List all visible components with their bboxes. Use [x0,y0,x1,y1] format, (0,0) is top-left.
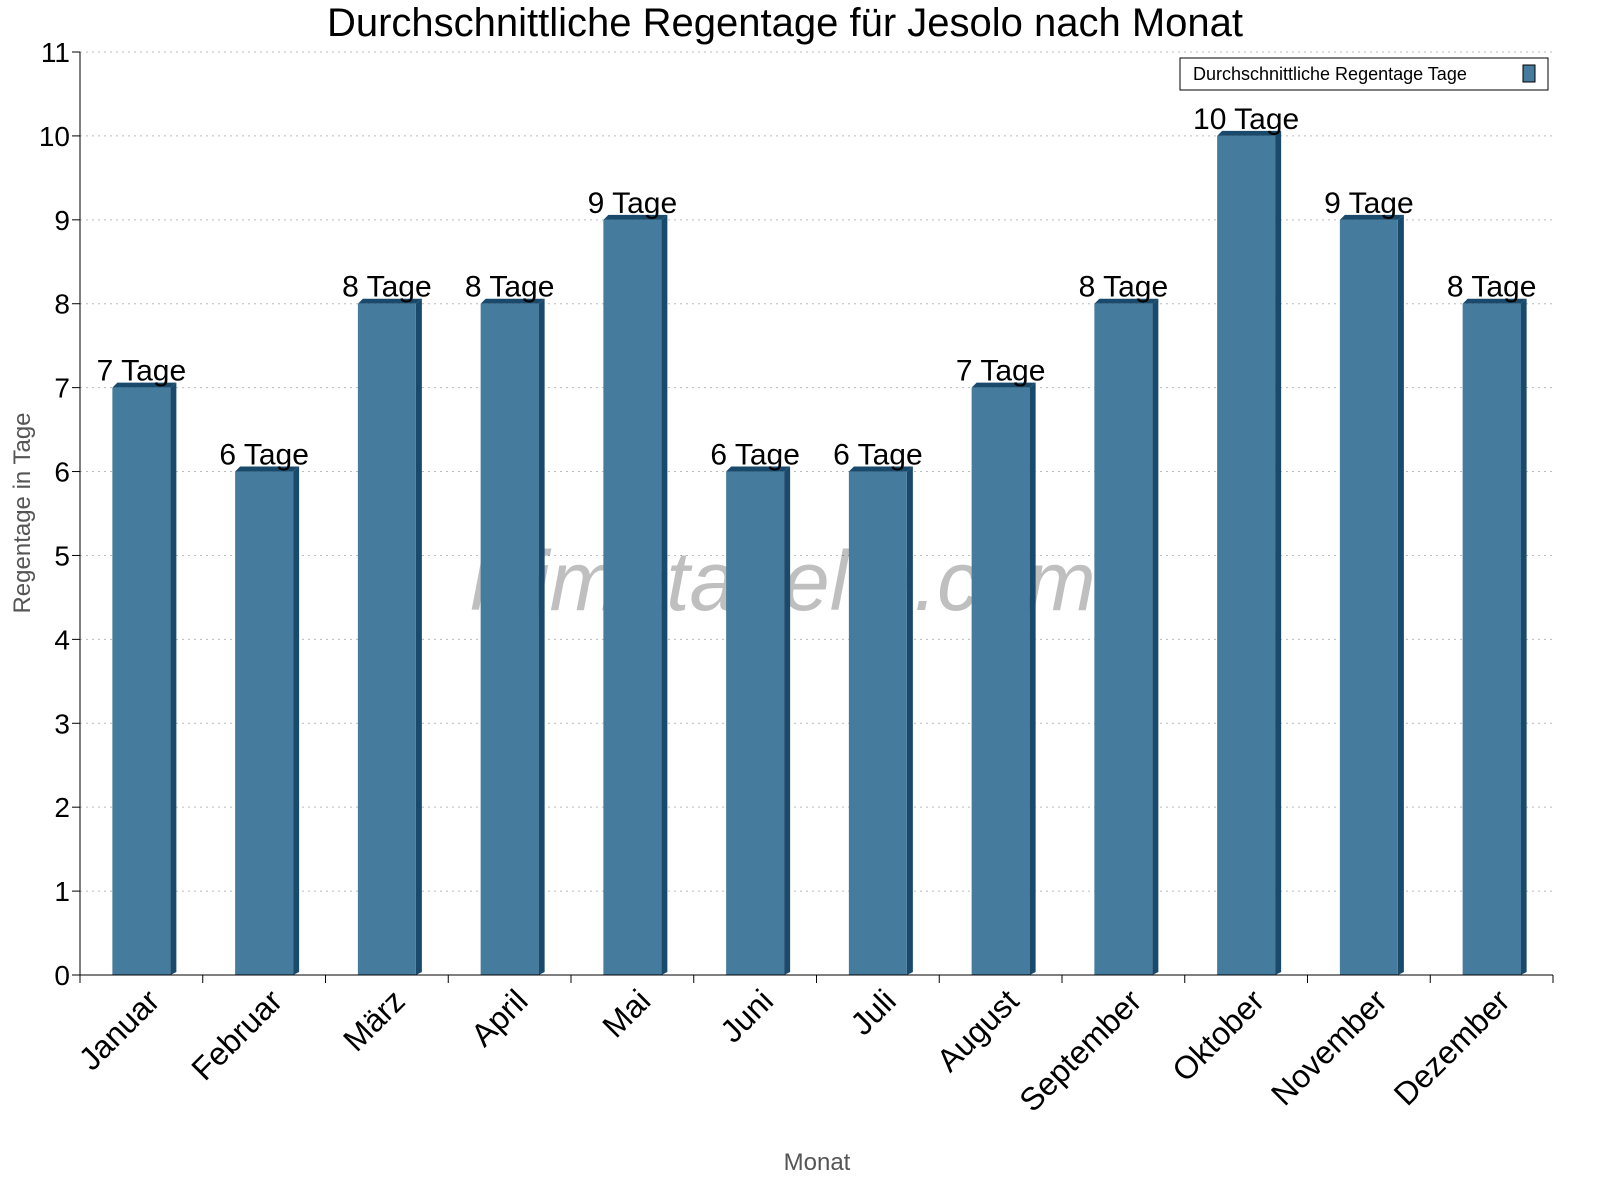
data-label: 8 Tage [342,271,432,304]
y-tick-label: 5 [54,540,70,571]
x-tick-label: Juni [713,982,780,1049]
bar-top [112,382,177,388]
data-label: 9 Tage [1324,187,1414,220]
x-tick-label: September [1012,982,1148,1118]
bar-side [293,466,300,975]
data-label: 8 Tage [465,271,555,304]
y-tick-label: 1 [54,876,70,907]
data-label: 6 Tage [833,439,923,472]
x-tick-label: März [336,982,412,1058]
bar [1094,303,1153,975]
data-label: 9 Tage [588,187,678,220]
bar-top [1094,298,1159,304]
bar-top [1217,130,1282,136]
y-tick-label: 8 [54,289,70,320]
bar-top [1339,214,1404,220]
legend-swatch [1522,64,1536,83]
bar [848,471,907,975]
y-tick-label: 7 [54,373,70,404]
bar-side [906,466,913,975]
y-tick-label: 3 [54,708,70,739]
y-tick-label: 4 [54,624,70,655]
data-label: 8 Tage [1447,271,1537,304]
data-label: 6 Tage [219,439,309,472]
bar [112,387,171,975]
bar-top [848,466,913,472]
bar-top [1462,298,1527,304]
legend-label: Durchschnittliche Regentage Tage [1193,64,1467,84]
data-label: 10 Tage [1193,103,1299,136]
bars: 7 Tage 6 Tage 8 Tage 8 Tage 9 Tage 6 Tage 6 Ta… [97,103,1537,976]
data-label: 6 Tage [710,439,800,472]
bar-top [480,298,545,304]
bar [235,471,294,975]
bar-side [1397,214,1404,975]
bar-side [538,298,545,975]
x-tick-label: August [930,982,1026,1078]
y-axis-label: Regentage in Tage [9,412,36,613]
y-tick-label: 6 [54,457,70,488]
bar-top [726,466,791,472]
x-tick-label: Januar [72,982,167,1077]
bar [1462,303,1521,975]
bar [1217,135,1276,976]
bar-side [1275,130,1282,976]
x-tick-label: April [464,982,535,1053]
bar-side [415,298,422,975]
bar [603,219,662,975]
bar-top [235,466,300,472]
bar-side [1152,298,1159,975]
bar-side [170,382,177,975]
y-tick-label: 2 [54,792,70,823]
bar [357,303,416,975]
data-label: 7 Tage [97,355,187,388]
bar [971,387,1030,975]
legend-box [1179,57,1549,91]
legend: Durchschnittliche Regentage Tage [1179,57,1549,91]
x-tick-label: Juli [843,982,902,1041]
bar-side [1520,298,1527,975]
x-tick-label: November [1264,982,1394,1112]
bar [1339,219,1398,975]
bar [480,303,539,975]
data-label: 8 Tage [1079,271,1169,304]
x-tick-label: Februar [184,982,289,1087]
y-tick-label: 11 [41,37,70,68]
bar-side [1029,382,1036,975]
x-tick-label: Dezember [1387,982,1517,1112]
bar-top [603,214,668,220]
bar-top [971,382,1036,388]
y-tick-label: 0 [54,960,70,991]
y-tick-label: 9 [54,205,70,236]
x-tick-label: Mai [595,982,657,1044]
x-axis-label: Monat [784,1149,851,1176]
data-label: 7 Tage [956,355,1046,388]
y-tick-label: 10 [39,121,70,152]
chart-title: Durchschnittliche Regentage für Jesolo n… [327,1,1243,45]
bar-side [784,466,791,975]
bar-top [357,298,422,304]
bar-side [661,214,668,975]
x-tick-label: Oktober [1165,982,1271,1088]
bar [726,471,785,975]
